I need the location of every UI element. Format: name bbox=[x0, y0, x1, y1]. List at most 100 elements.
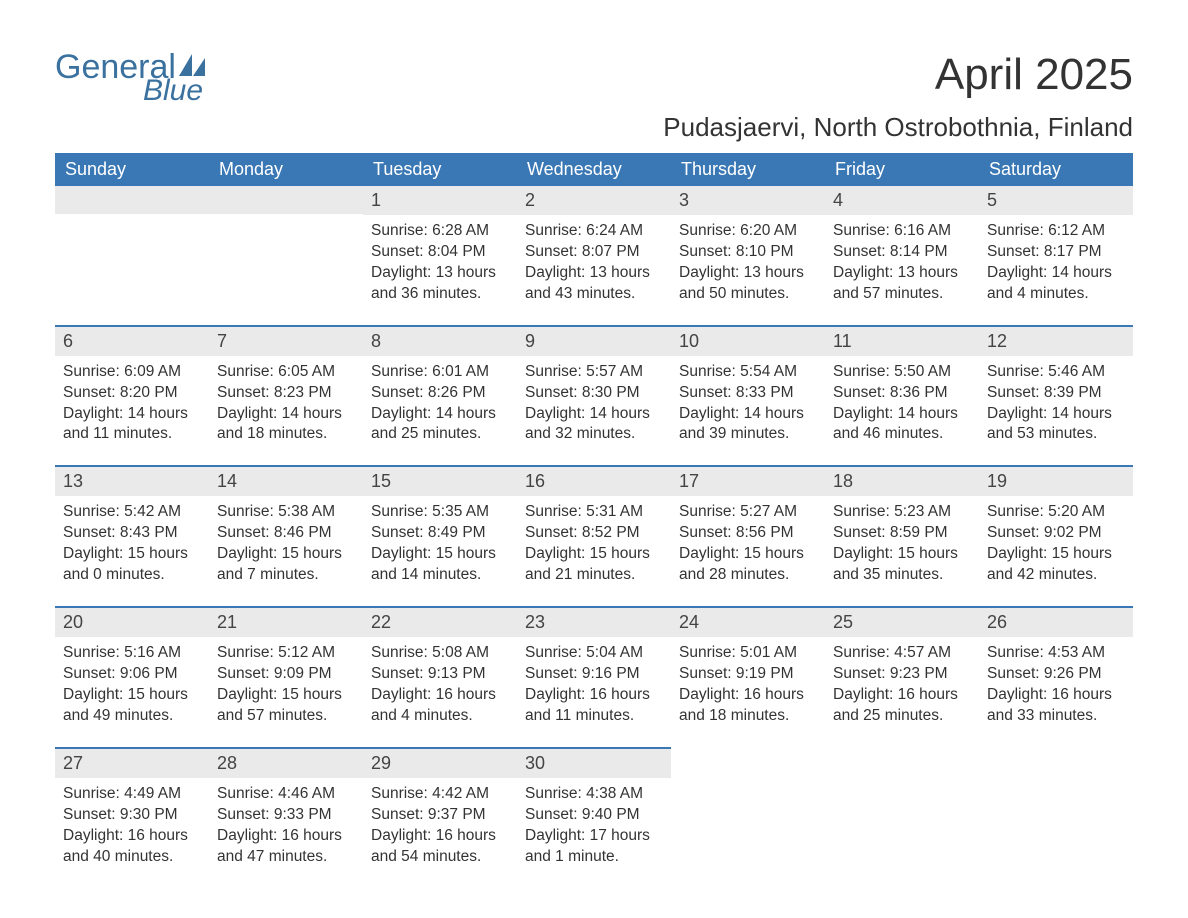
brand-logo: General Blue bbox=[55, 50, 205, 106]
calendar-cell bbox=[979, 747, 1133, 888]
calendar-cell bbox=[671, 747, 825, 888]
day-number: 13 bbox=[55, 465, 209, 496]
day-number: 27 bbox=[55, 747, 209, 778]
calendar-cell: 11Sunrise: 5:50 AMSunset: 8:36 PMDayligh… bbox=[825, 325, 979, 466]
calendar-cell: 18Sunrise: 5:23 AMSunset: 8:59 PMDayligh… bbox=[825, 465, 979, 606]
day-details: Sunrise: 6:09 AMSunset: 8:20 PMDaylight:… bbox=[55, 356, 209, 466]
calendar-body: 1Sunrise: 6:28 AMSunset: 8:04 PMDaylight… bbox=[55, 186, 1133, 887]
day-details: Sunrise: 6:05 AMSunset: 8:23 PMDaylight:… bbox=[209, 356, 363, 466]
calendar-cell: 10Sunrise: 5:54 AMSunset: 8:33 PMDayligh… bbox=[671, 325, 825, 466]
calendar-cell: 16Sunrise: 5:31 AMSunset: 8:52 PMDayligh… bbox=[517, 465, 671, 606]
empty-day-bar bbox=[55, 186, 209, 214]
day-details: Sunrise: 5:57 AMSunset: 8:30 PMDaylight:… bbox=[517, 356, 671, 466]
day-number: 3 bbox=[671, 186, 825, 215]
calendar-cell bbox=[209, 186, 363, 325]
day-details: Sunrise: 6:24 AMSunset: 8:07 PMDaylight:… bbox=[517, 215, 671, 325]
day-details: Sunrise: 5:04 AMSunset: 9:16 PMDaylight:… bbox=[517, 637, 671, 747]
day-details: Sunrise: 5:54 AMSunset: 8:33 PMDaylight:… bbox=[671, 356, 825, 466]
day-number: 26 bbox=[979, 606, 1133, 637]
day-number: 12 bbox=[979, 325, 1133, 356]
calendar-cell: 22Sunrise: 5:08 AMSunset: 9:13 PMDayligh… bbox=[363, 606, 517, 747]
day-number: 8 bbox=[363, 325, 517, 356]
location-text: Pudasjaervi, North Ostrobothnia, Finland bbox=[55, 112, 1133, 143]
day-number: 6 bbox=[55, 325, 209, 356]
day-details: Sunrise: 5:20 AMSunset: 9:02 PMDaylight:… bbox=[979, 496, 1133, 606]
day-details: Sunrise: 5:27 AMSunset: 8:56 PMDaylight:… bbox=[671, 496, 825, 606]
day-number: 23 bbox=[517, 606, 671, 637]
day-details: Sunrise: 5:23 AMSunset: 8:59 PMDaylight:… bbox=[825, 496, 979, 606]
calendar-row: 1Sunrise: 6:28 AMSunset: 8:04 PMDaylight… bbox=[55, 186, 1133, 325]
calendar-cell: 14Sunrise: 5:38 AMSunset: 8:46 PMDayligh… bbox=[209, 465, 363, 606]
calendar-cell: 28Sunrise: 4:46 AMSunset: 9:33 PMDayligh… bbox=[209, 747, 363, 888]
calendar-cell: 29Sunrise: 4:42 AMSunset: 9:37 PMDayligh… bbox=[363, 747, 517, 888]
day-number: 9 bbox=[517, 325, 671, 356]
calendar-cell: 9Sunrise: 5:57 AMSunset: 8:30 PMDaylight… bbox=[517, 325, 671, 466]
page-title: April 2025 bbox=[935, 50, 1133, 100]
day-details: Sunrise: 6:20 AMSunset: 8:10 PMDaylight:… bbox=[671, 215, 825, 325]
weekday-header: Thursday bbox=[671, 153, 825, 186]
calendar-cell: 3Sunrise: 6:20 AMSunset: 8:10 PMDaylight… bbox=[671, 186, 825, 325]
calendar-cell: 23Sunrise: 5:04 AMSunset: 9:16 PMDayligh… bbox=[517, 606, 671, 747]
day-details: Sunrise: 5:16 AMSunset: 9:06 PMDaylight:… bbox=[55, 637, 209, 747]
day-details: Sunrise: 5:42 AMSunset: 8:43 PMDaylight:… bbox=[55, 496, 209, 606]
day-details: Sunrise: 5:46 AMSunset: 8:39 PMDaylight:… bbox=[979, 356, 1133, 466]
calendar-cell: 4Sunrise: 6:16 AMSunset: 8:14 PMDaylight… bbox=[825, 186, 979, 325]
day-details: Sunrise: 6:01 AMSunset: 8:26 PMDaylight:… bbox=[363, 356, 517, 466]
day-details: Sunrise: 5:01 AMSunset: 9:19 PMDaylight:… bbox=[671, 637, 825, 747]
day-number: 10 bbox=[671, 325, 825, 356]
weekday-header: Friday bbox=[825, 153, 979, 186]
calendar-cell bbox=[55, 186, 209, 325]
days-of-week-header: SundayMondayTuesdayWednesdayThursdayFrid… bbox=[55, 153, 1133, 186]
weekday-header: Monday bbox=[209, 153, 363, 186]
day-number: 28 bbox=[209, 747, 363, 778]
calendar-cell: 20Sunrise: 5:16 AMSunset: 9:06 PMDayligh… bbox=[55, 606, 209, 747]
calendar-cell: 1Sunrise: 6:28 AMSunset: 8:04 PMDaylight… bbox=[363, 186, 517, 325]
header: General Blue April 2025 bbox=[55, 50, 1133, 106]
weekday-header: Sunday bbox=[55, 153, 209, 186]
calendar-cell: 5Sunrise: 6:12 AMSunset: 8:17 PMDaylight… bbox=[979, 186, 1133, 325]
day-details: Sunrise: 5:12 AMSunset: 9:09 PMDaylight:… bbox=[209, 637, 363, 747]
day-details: Sunrise: 4:38 AMSunset: 9:40 PMDaylight:… bbox=[517, 778, 671, 888]
day-number: 17 bbox=[671, 465, 825, 496]
day-details: Sunrise: 4:49 AMSunset: 9:30 PMDaylight:… bbox=[55, 778, 209, 888]
day-details: Sunrise: 6:16 AMSunset: 8:14 PMDaylight:… bbox=[825, 215, 979, 325]
day-number: 22 bbox=[363, 606, 517, 637]
day-details: Sunrise: 5:31 AMSunset: 8:52 PMDaylight:… bbox=[517, 496, 671, 606]
weekday-header: Tuesday bbox=[363, 153, 517, 186]
day-details: Sunrise: 5:08 AMSunset: 9:13 PMDaylight:… bbox=[363, 637, 517, 747]
calendar-cell: 12Sunrise: 5:46 AMSunset: 8:39 PMDayligh… bbox=[979, 325, 1133, 466]
day-details: Sunrise: 6:12 AMSunset: 8:17 PMDaylight:… bbox=[979, 215, 1133, 325]
calendar-cell: 25Sunrise: 4:57 AMSunset: 9:23 PMDayligh… bbox=[825, 606, 979, 747]
day-number: 18 bbox=[825, 465, 979, 496]
calendar-row: 6Sunrise: 6:09 AMSunset: 8:20 PMDaylight… bbox=[55, 325, 1133, 466]
empty-day-bar bbox=[209, 186, 363, 214]
calendar-cell: 6Sunrise: 6:09 AMSunset: 8:20 PMDaylight… bbox=[55, 325, 209, 466]
weekday-header: Saturday bbox=[979, 153, 1133, 186]
calendar-cell: 19Sunrise: 5:20 AMSunset: 9:02 PMDayligh… bbox=[979, 465, 1133, 606]
calendar-cell: 30Sunrise: 4:38 AMSunset: 9:40 PMDayligh… bbox=[517, 747, 671, 888]
day-details: Sunrise: 4:53 AMSunset: 9:26 PMDaylight:… bbox=[979, 637, 1133, 747]
day-number: 25 bbox=[825, 606, 979, 637]
day-details: Sunrise: 5:35 AMSunset: 8:49 PMDaylight:… bbox=[363, 496, 517, 606]
calendar-cell: 26Sunrise: 4:53 AMSunset: 9:26 PMDayligh… bbox=[979, 606, 1133, 747]
day-number: 29 bbox=[363, 747, 517, 778]
day-details: Sunrise: 5:50 AMSunset: 8:36 PMDaylight:… bbox=[825, 356, 979, 466]
day-number: 30 bbox=[517, 747, 671, 778]
logo-blue-text: Blue bbox=[143, 76, 205, 106]
calendar-cell: 24Sunrise: 5:01 AMSunset: 9:19 PMDayligh… bbox=[671, 606, 825, 747]
day-number: 11 bbox=[825, 325, 979, 356]
day-number: 14 bbox=[209, 465, 363, 496]
day-details: Sunrise: 4:57 AMSunset: 9:23 PMDaylight:… bbox=[825, 637, 979, 747]
day-details: Sunrise: 6:28 AMSunset: 8:04 PMDaylight:… bbox=[363, 215, 517, 325]
calendar-cell: 13Sunrise: 5:42 AMSunset: 8:43 PMDayligh… bbox=[55, 465, 209, 606]
day-number: 16 bbox=[517, 465, 671, 496]
day-number: 2 bbox=[517, 186, 671, 215]
calendar-cell: 21Sunrise: 5:12 AMSunset: 9:09 PMDayligh… bbox=[209, 606, 363, 747]
weekday-header: Wednesday bbox=[517, 153, 671, 186]
calendar-cell: 2Sunrise: 6:24 AMSunset: 8:07 PMDaylight… bbox=[517, 186, 671, 325]
day-number: 7 bbox=[209, 325, 363, 356]
day-number: 24 bbox=[671, 606, 825, 637]
calendar-table: SundayMondayTuesdayWednesdayThursdayFrid… bbox=[55, 153, 1133, 887]
day-details: Sunrise: 5:38 AMSunset: 8:46 PMDaylight:… bbox=[209, 496, 363, 606]
day-number: 20 bbox=[55, 606, 209, 637]
